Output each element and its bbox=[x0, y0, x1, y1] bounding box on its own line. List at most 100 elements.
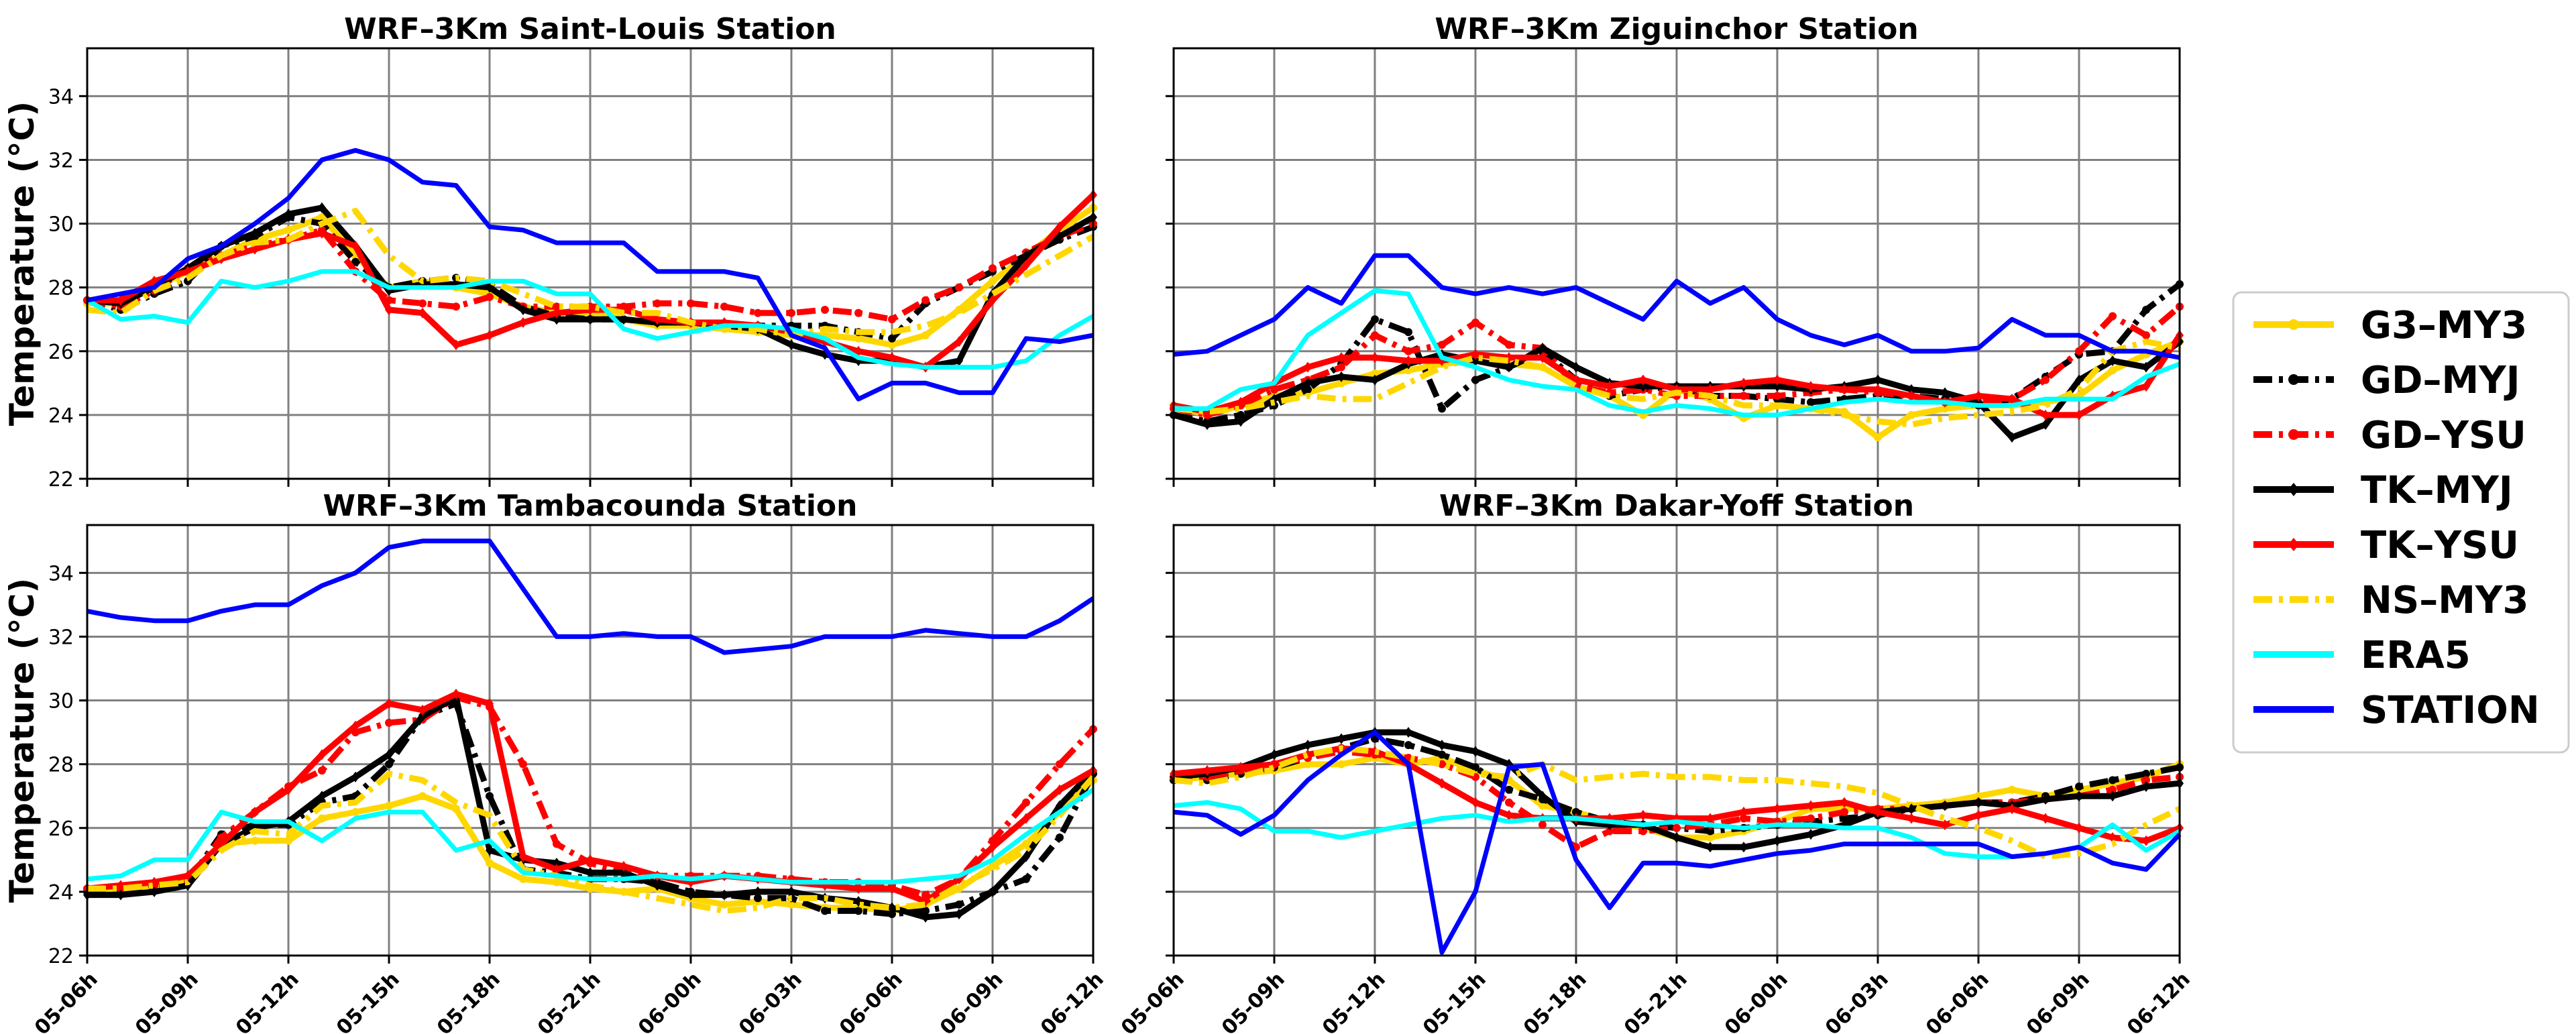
legend-marker bbox=[2288, 374, 2299, 385]
data-point-tk-ysu bbox=[1022, 813, 1030, 824]
y-tick-label: 26 bbox=[48, 817, 74, 841]
data-point-gd-ysu bbox=[1538, 821, 1547, 829]
data-point-tk-myj bbox=[2109, 355, 2117, 367]
data-point-gd-ysu bbox=[1740, 392, 1748, 400]
data-point-tk-ysu bbox=[251, 807, 259, 817]
chart-title: WRF–3Km Saint-Louis Station bbox=[344, 12, 836, 46]
data-point-tk-myj bbox=[1572, 361, 1580, 373]
data-point-tk-myj bbox=[1371, 374, 1379, 386]
x-tick-label: 05-06h bbox=[30, 968, 103, 1034]
legend-entry-gd-ysu: GD–YSU bbox=[2253, 414, 2526, 457]
x-tick-label: 06-12h bbox=[1036, 968, 1109, 1034]
series-line-ns-my3 bbox=[87, 770, 1096, 914]
y-tick-label: 30 bbox=[48, 690, 74, 713]
chart-panel-4: 05-06h 05-09h 05-12h 05-15h 05-18h 05-21h 06-0… bbox=[1117, 489, 2195, 1034]
data-point-tk-myj bbox=[888, 902, 896, 913]
data-point-gd-ysu bbox=[1639, 827, 1647, 836]
data-point-tk-ysu bbox=[1840, 384, 1848, 395]
data-point-tk-ysu bbox=[486, 698, 494, 709]
data-point-gd-ysu bbox=[2142, 776, 2150, 785]
data-point-tk-myj bbox=[955, 355, 963, 367]
data-point-g3-my3 bbox=[519, 874, 527, 883]
data-point-tk-ysu bbox=[553, 864, 561, 875]
data-point-gd-ysu bbox=[1438, 760, 1446, 768]
chart-panel-1: 22 24 26 28 30 32 34 WRF–3Km Saint-Louis Statio… bbox=[3, 12, 1097, 492]
y-tick-label: 28 bbox=[48, 754, 74, 777]
data-point-g3-my3 bbox=[787, 900, 795, 909]
series-line-station bbox=[1173, 730, 2182, 955]
data-point-gd-ysu bbox=[687, 299, 695, 308]
data-point-tk-ysu bbox=[1505, 809, 1513, 821]
data-point-tk-myj bbox=[1907, 384, 1915, 395]
y-tick-label: 32 bbox=[48, 626, 74, 649]
x-tick-label: 05-15h bbox=[332, 968, 404, 1034]
legend-label: TK–MYJ bbox=[2361, 469, 2513, 512]
x-tick-label: 05-18h bbox=[1519, 968, 1591, 1034]
data-point-tk-myj bbox=[586, 867, 594, 878]
data-point-tk-ysu bbox=[1773, 803, 1781, 815]
series-line-ns-my3 bbox=[1173, 745, 2181, 860]
data-point-tk-ysu bbox=[452, 339, 460, 351]
data-point-gd-ysu bbox=[1840, 808, 1848, 816]
data-point-g3-my3 bbox=[2109, 366, 2117, 375]
data-point-gd-myj bbox=[1438, 404, 1446, 413]
data-point-gd-ysu bbox=[1807, 814, 1815, 823]
data-point-tk-myj bbox=[787, 886, 795, 897]
data-point-tk-ysu bbox=[2142, 381, 2150, 392]
series-line-era5 bbox=[1174, 288, 2181, 418]
data-point-tk-ysu bbox=[1203, 765, 1211, 777]
data-point-tk-ysu bbox=[1974, 390, 1982, 402]
data-point-tk-ysu bbox=[1740, 807, 1748, 817]
x-tick-label: 06-03h bbox=[734, 968, 807, 1034]
legend-entry-tk-ysu: TK–YSU bbox=[2253, 524, 2519, 567]
data-point-tk-ysu bbox=[553, 307, 561, 319]
data-point-gd-ysu bbox=[1404, 347, 1412, 355]
series-line-era5 bbox=[86, 269, 1095, 370]
data-point-tk-ysu bbox=[1538, 352, 1547, 363]
data-point-gd-myj bbox=[955, 900, 963, 909]
data-point-tk-ysu bbox=[318, 749, 326, 760]
data-point-g3-my3 bbox=[955, 884, 963, 893]
data-point-tk-ysu bbox=[2008, 803, 2016, 815]
data-point-tk-ysu bbox=[2142, 835, 2150, 846]
data-point-g3-my3 bbox=[452, 805, 460, 813]
data-point-tk-ysu bbox=[620, 860, 628, 872]
data-point-gd-ysu bbox=[754, 308, 762, 317]
data-point-g3-my3 bbox=[418, 792, 427, 801]
data-point-tk-myj bbox=[251, 227, 259, 239]
data-point-tk-myj bbox=[620, 314, 628, 325]
series-line-station bbox=[87, 538, 1095, 655]
legend-entry-g3-my3: G3–MY3 bbox=[2253, 304, 2527, 347]
x-tick-label: 05-18h bbox=[433, 968, 505, 1034]
data-point-gd-myj bbox=[1840, 814, 1848, 823]
data-point-gd-myj bbox=[1371, 315, 1379, 324]
data-point-tk-myj bbox=[385, 749, 393, 760]
data-point-gd-myj bbox=[1404, 328, 1412, 337]
data-point-tk-myj bbox=[1807, 829, 1815, 840]
data-point-g3-my3 bbox=[1706, 834, 1714, 842]
data-point-tk-myj bbox=[1538, 343, 1547, 354]
data-point-tk-ysu bbox=[1874, 807, 1882, 817]
legend-entry-tk-myj: TK–MYJ bbox=[2253, 469, 2513, 512]
data-point-tk-ysu bbox=[351, 240, 359, 251]
data-point-gd-myj bbox=[854, 907, 862, 915]
series-line-station bbox=[1173, 253, 2180, 360]
y-tick-label: 22 bbox=[48, 468, 74, 492]
data-point-tk-ysu bbox=[1706, 813, 1714, 824]
data-point-tk-myj bbox=[1941, 387, 1949, 398]
legend-label: ERA5 bbox=[2361, 634, 2471, 677]
legend-entry-gd-myj: GD–MYJ bbox=[2253, 359, 2520, 402]
data-point-tk-myj bbox=[150, 886, 158, 897]
data-point-g3-my3 bbox=[318, 213, 326, 222]
data-point-tk-myj bbox=[1404, 727, 1412, 738]
x-tick-label: 05-09h bbox=[1217, 968, 1290, 1034]
data-point-gd-ysu bbox=[486, 292, 494, 301]
data-point-gd-myj bbox=[1471, 376, 1479, 384]
data-point-tk-myj bbox=[519, 304, 527, 315]
data-point-tk-myj bbox=[1304, 378, 1312, 389]
data-point-g3-my3 bbox=[385, 801, 393, 810]
data-point-tk-myj bbox=[1471, 355, 1479, 367]
data-point-tk-ysu bbox=[989, 842, 997, 853]
data-point-gd-ysu bbox=[989, 264, 997, 273]
series-line-ns-my3 bbox=[1173, 339, 2180, 428]
